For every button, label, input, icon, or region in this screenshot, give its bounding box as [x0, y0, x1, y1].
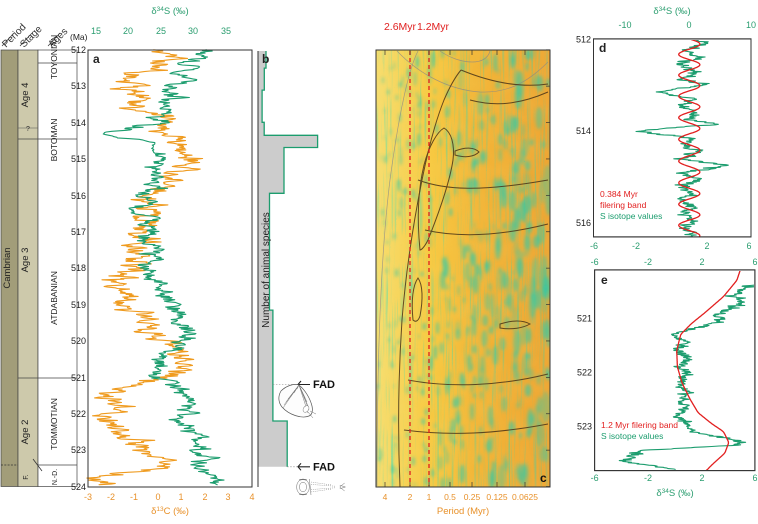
svg-text:514: 514 [71, 118, 86, 128]
svg-text:Period (Myr): Period (Myr) [437, 506, 489, 517]
svg-text:d: d [599, 41, 606, 55]
svg-text:TOMMOTIAN: TOMMOTIAN [49, 398, 59, 450]
svg-text:FAD: FAD [313, 462, 335, 474]
svg-text:Number of animal species: Number of animal species [261, 212, 272, 328]
svg-text:2: 2 [699, 473, 704, 483]
svg-text:0: 0 [686, 20, 691, 30]
svg-text:Cambrian: Cambrian [2, 247, 13, 288]
svg-text:3: 3 [225, 492, 230, 502]
svg-text:0.0625: 0.0625 [512, 492, 538, 502]
svg-text:4: 4 [383, 492, 388, 502]
svg-text:512: 512 [576, 35, 591, 45]
svg-text:518: 518 [71, 263, 86, 273]
svg-text:-2: -2 [644, 473, 652, 483]
svg-text:517: 517 [71, 227, 86, 237]
svg-text:Age 2: Age 2 [20, 420, 31, 445]
svg-text:-3: -3 [84, 492, 92, 502]
svg-text:522: 522 [71, 409, 86, 419]
svg-text:6: 6 [752, 473, 757, 483]
svg-text:0.125: 0.125 [486, 492, 508, 502]
svg-text:-6: -6 [590, 241, 598, 251]
svg-text:-2: -2 [107, 492, 115, 502]
svg-text:F.: F. [23, 474, 30, 480]
svg-text:522: 522 [577, 368, 592, 378]
svg-text:0.25: 0.25 [464, 492, 481, 502]
svg-text:e: e [601, 273, 608, 287]
svg-text:-6: -6 [591, 257, 599, 267]
svg-text:519: 519 [71, 300, 86, 310]
svg-text:6: 6 [746, 241, 751, 251]
svg-text:35: 35 [221, 26, 231, 36]
svg-text:(Ma): (Ma) [70, 32, 88, 42]
svg-text:15: 15 [91, 26, 101, 36]
svg-text:Age 3: Age 3 [20, 248, 31, 273]
svg-text:514: 514 [576, 126, 591, 136]
svg-text:20: 20 [123, 26, 133, 36]
svg-text:b: b [262, 52, 269, 66]
svg-text:ATDABANIAN: ATDABANIAN [49, 271, 59, 325]
svg-text:6: 6 [752, 257, 757, 267]
svg-text:N.-D.: N.-D. [52, 469, 59, 485]
svg-text:c: c [540, 471, 547, 485]
svg-text:0: 0 [155, 492, 160, 502]
svg-text:0.384 Myr: 0.384 Myr [600, 189, 638, 199]
svg-text:512: 512 [71, 45, 86, 55]
svg-text:-10: -10 [618, 20, 631, 30]
svg-text:S isotope values: S isotope values [601, 431, 663, 441]
svg-text:4: 4 [249, 492, 254, 502]
svg-text:2: 2 [704, 241, 709, 251]
svg-text:a: a [93, 52, 100, 66]
svg-text:1: 1 [427, 492, 432, 502]
svg-text:-1: -1 [130, 492, 138, 502]
svg-text:S isotope values: S isotope values [600, 211, 662, 221]
svg-text:-6: -6 [591, 473, 599, 483]
svg-text:BOTOMAN: BOTOMAN [49, 119, 59, 162]
svg-text:516: 516 [71, 191, 86, 201]
svg-text:2: 2 [699, 257, 704, 267]
svg-text:-2: -2 [632, 241, 640, 251]
svg-text:523: 523 [577, 422, 592, 432]
svg-text:25: 25 [156, 26, 166, 36]
svg-text:TOYONIAN: TOYONIAN [49, 35, 59, 79]
svg-text:1.2 Myr filering band: 1.2 Myr filering band [601, 420, 678, 430]
svg-text:2.6Myr: 2.6Myr [384, 21, 417, 33]
svg-text:513: 513 [71, 81, 86, 91]
svg-text:521: 521 [71, 373, 86, 383]
svg-text:30: 30 [188, 26, 198, 36]
svg-text:521: 521 [577, 314, 592, 324]
svg-text:Age 4: Age 4 [20, 83, 31, 108]
svg-text:520: 520 [71, 336, 86, 346]
svg-text:2: 2 [408, 492, 413, 502]
svg-text:515: 515 [71, 154, 86, 164]
svg-text:1: 1 [178, 492, 183, 502]
svg-text:516: 516 [576, 218, 591, 228]
svg-text:10: 10 [746, 20, 756, 30]
svg-text:2: 2 [202, 492, 207, 502]
svg-text:0.5: 0.5 [444, 492, 456, 502]
svg-text:1.2Myr: 1.2Myr [417, 21, 450, 33]
svg-text:?: ? [26, 126, 30, 133]
svg-text:filering band: filering band [600, 200, 647, 210]
svg-text:523: 523 [71, 445, 86, 455]
svg-text:-2: -2 [644, 257, 652, 267]
svg-text:FAD: FAD [313, 379, 335, 391]
svg-text:524: 524 [71, 482, 86, 492]
